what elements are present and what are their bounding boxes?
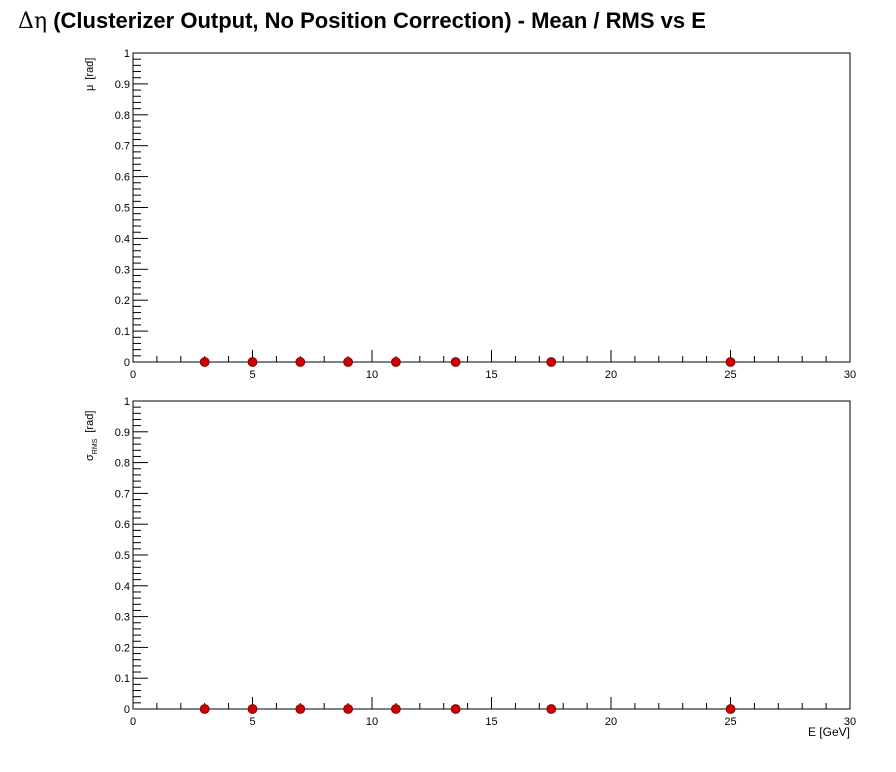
x-tick-label: 5 — [249, 716, 255, 728]
y-axis-label-unit: [rad] — [84, 58, 96, 80]
chart-title: Δη (Clusterizer Output, No Position Corr… — [18, 8, 896, 34]
y-axis-label-main: μ — [84, 85, 96, 91]
y-tick-label: 0.2 — [115, 642, 130, 654]
x-tick-label: 15 — [485, 369, 497, 381]
y-tick-label: 0.6 — [115, 172, 130, 184]
y-axis-label-unit: [rad] — [84, 411, 96, 433]
y-tick-label: 1 — [124, 48, 130, 60]
data-point — [390, 357, 401, 367]
data-point — [199, 704, 210, 714]
x-tick-label: 0 — [130, 716, 136, 728]
data-point — [247, 357, 258, 367]
y-tick-label: 0.6 — [115, 519, 130, 531]
x-tick-label: 30 — [844, 716, 856, 728]
x-tick-label: 15 — [485, 716, 497, 728]
mean-panel: 00.10.20.30.40.50.60.70.80.910 5 10 15 20 25 3… — [84, 48, 856, 381]
y-tick-label: 0.4 — [115, 581, 130, 593]
x-tick-label: 25 — [724, 369, 736, 381]
x-tick-label: 10 — [366, 369, 378, 381]
y-tick-label: 1 — [124, 396, 130, 408]
data-point — [546, 704, 557, 714]
data-point — [343, 357, 354, 367]
plot-frame — [132, 52, 851, 363]
data-point — [450, 704, 461, 714]
x-tick-label: 5 — [249, 369, 255, 381]
y-tick-label: 0.5 — [115, 203, 130, 215]
x-tick-label: 0 — [130, 369, 136, 381]
x-tick-label: 10 — [366, 716, 378, 728]
data-point — [295, 704, 306, 714]
y-tick-label: 0.1 — [115, 326, 130, 338]
y-axis-label: μ [rad] — [84, 58, 96, 91]
y-tick-label: 0 — [124, 357, 130, 369]
y-tick-label: 0.8 — [115, 458, 130, 470]
data-point — [295, 357, 306, 367]
y-tick-label: 0.7 — [115, 141, 130, 153]
title-symbol: Δη — [18, 9, 48, 34]
x-tick-label: 20 — [605, 716, 617, 728]
y-tick-label: 0.7 — [115, 488, 130, 500]
y-tick-label: 0.5 — [115, 550, 130, 562]
y-tick-label: 0.3 — [115, 264, 130, 276]
data-point — [199, 357, 210, 367]
y-tick-label: 0.1 — [115, 673, 130, 685]
y-tick-label: 0.8 — [115, 110, 130, 122]
data-point — [247, 704, 258, 714]
title-text: (Clusterizer Output, No Position Correct… — [47, 8, 706, 33]
data-point — [450, 357, 461, 367]
y-tick-label: 0.4 — [115, 233, 130, 245]
y-tick-label: 0.9 — [115, 79, 130, 91]
y-axis-label: σRMS [rad] — [84, 411, 99, 461]
y-tick-label: 0 — [124, 704, 130, 716]
rms-panel: 00.10.20.30.40.50.60.70.80.910 5 10 15 20 25 3… — [84, 396, 856, 739]
data-point — [725, 704, 736, 714]
x-tick-label: 25 — [724, 716, 736, 728]
x-axis-label: E [GeV] — [808, 725, 850, 739]
x-tick-label: 30 — [844, 369, 856, 381]
data-point — [546, 357, 557, 367]
data-point — [343, 704, 354, 714]
y-axis-label-main: σ — [84, 454, 96, 461]
y-axis-label-sub: RMS — [92, 438, 99, 454]
y-tick-label: 0.2 — [115, 295, 130, 307]
x-tick-label: 20 — [605, 369, 617, 381]
plot-frame — [132, 400, 851, 710]
data-point — [390, 704, 401, 714]
y-tick-label: 0.9 — [115, 427, 130, 439]
y-tick-label: 0.3 — [115, 612, 130, 624]
data-point — [725, 357, 736, 367]
